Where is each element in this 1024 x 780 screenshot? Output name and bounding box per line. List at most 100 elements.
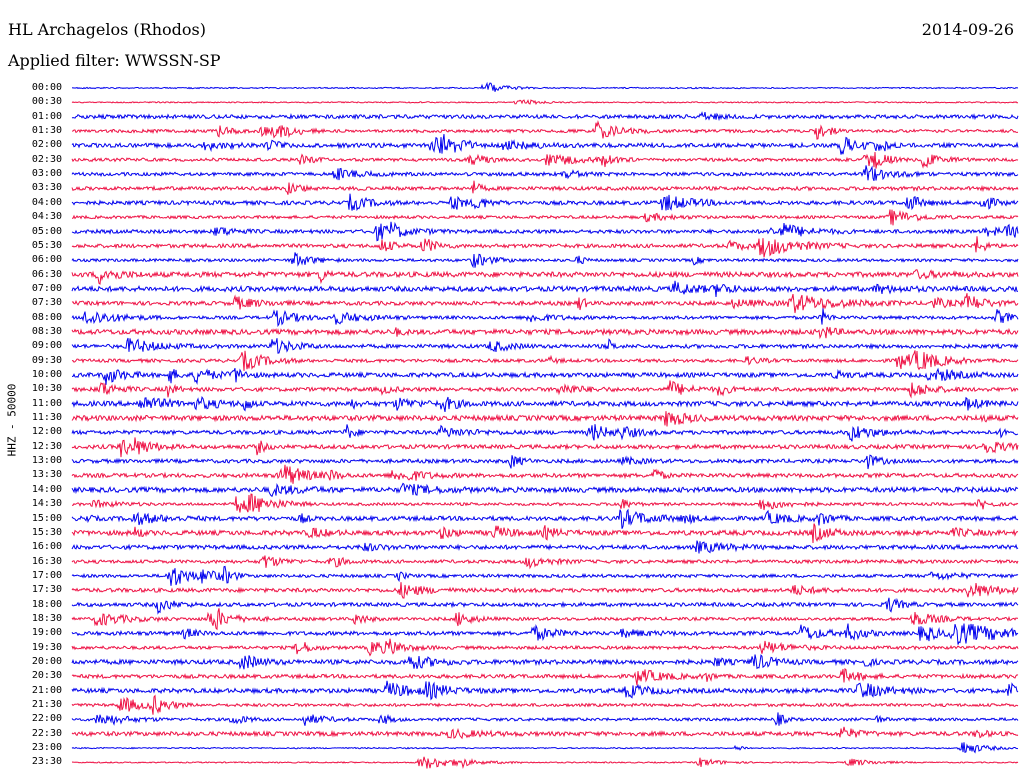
trace-row xyxy=(71,608,1018,631)
time-axis-labels: 00:00 00:30 01:00 01:30 02:00 02:30 03:00 03:30… xyxy=(0,0,70,780)
trace-row xyxy=(71,111,1019,122)
trace-row xyxy=(71,756,1019,770)
trace-row xyxy=(71,540,1019,554)
trace-row xyxy=(71,151,1019,169)
trace-row xyxy=(71,482,1019,498)
time-label: 11:30 xyxy=(31,412,62,424)
time-label: 17:30 xyxy=(31,584,62,596)
record-date: 2014-09-26 xyxy=(921,20,1014,39)
trace-row xyxy=(71,523,1019,544)
trace-row xyxy=(71,380,1019,399)
time-label: 10:30 xyxy=(31,383,62,395)
time-label: 21:30 xyxy=(31,699,62,711)
time-label: 19:00 xyxy=(31,627,62,639)
trace-row xyxy=(71,280,1019,297)
time-label: 17:00 xyxy=(31,569,62,581)
time-label: 14:00 xyxy=(31,483,62,495)
trace-row xyxy=(71,193,1019,212)
time-label: 11:00 xyxy=(31,397,62,409)
trace-row xyxy=(71,221,1019,242)
trace-row xyxy=(71,395,1019,413)
time-label: 12:30 xyxy=(31,440,62,452)
filter-value: WWSSN-SP xyxy=(124,51,221,70)
trace-row xyxy=(71,454,1019,470)
time-label: 05:30 xyxy=(31,239,62,251)
trace-row xyxy=(72,209,1019,226)
time-label: 06:30 xyxy=(31,268,62,280)
trace-row xyxy=(71,269,1019,285)
trace-row xyxy=(71,508,1019,529)
time-label: 10:00 xyxy=(31,369,62,380)
time-label: 07:30 xyxy=(31,297,62,309)
trace-row xyxy=(71,293,1019,314)
trace-row xyxy=(71,119,1019,140)
time-label: 04:30 xyxy=(31,211,62,223)
time-label: 01:30 xyxy=(31,125,62,137)
time-label: 08:00 xyxy=(31,311,62,323)
time-label: 09:30 xyxy=(31,354,62,366)
time-label: 08:30 xyxy=(31,325,62,337)
trace-row xyxy=(71,99,1019,106)
time-label: 13:30 xyxy=(31,469,62,481)
time-label: 23:30 xyxy=(31,756,62,768)
time-label: 16:30 xyxy=(31,555,62,567)
time-label: 22:30 xyxy=(31,727,62,739)
trace-row xyxy=(71,582,1019,599)
time-label: 15:00 xyxy=(31,512,62,524)
time-label: 14:30 xyxy=(31,498,62,510)
trace-row xyxy=(71,654,1019,670)
time-label: 18:00 xyxy=(31,598,62,610)
trace-row xyxy=(71,597,1019,615)
time-label: 15:30 xyxy=(31,526,62,538)
trace-row xyxy=(71,350,1019,371)
trace-row xyxy=(71,367,1019,385)
time-label: 22:00 xyxy=(31,713,62,725)
time-label: 07:00 xyxy=(31,282,62,294)
time-label: 03:30 xyxy=(31,182,62,194)
time-label: 21:00 xyxy=(31,684,62,696)
trace-row xyxy=(71,623,1019,645)
trace-row xyxy=(71,712,1019,726)
time-label: 09:00 xyxy=(31,340,62,352)
time-label: 02:30 xyxy=(31,153,62,165)
time-label: 18:30 xyxy=(31,612,62,624)
time-label: 05:00 xyxy=(31,225,62,237)
trace-row xyxy=(71,694,1019,715)
trace-row xyxy=(71,180,1019,195)
trace-row xyxy=(71,165,1019,181)
time-label: 00:30 xyxy=(31,96,62,108)
time-label: 13:00 xyxy=(31,455,62,467)
trace-row xyxy=(71,680,1019,701)
trace-row xyxy=(71,742,1019,754)
trace-row xyxy=(71,638,1019,657)
time-label: 20:30 xyxy=(31,670,62,682)
trace-row xyxy=(71,437,1019,458)
trace-row xyxy=(71,81,1019,92)
trace-row xyxy=(71,424,1019,442)
time-label: 12:00 xyxy=(31,426,62,438)
filter-label: Applied filter: xyxy=(8,51,120,70)
time-label: 02:00 xyxy=(31,139,62,151)
trace-row xyxy=(71,726,1019,740)
time-label: 01:00 xyxy=(31,110,62,122)
trace-row xyxy=(71,134,1019,155)
trace-row xyxy=(71,565,1019,586)
trace-row xyxy=(71,411,1019,427)
trace-row xyxy=(71,493,1019,513)
trace-row xyxy=(71,555,1019,570)
time-label: 19:30 xyxy=(31,641,62,653)
time-label: 23:00 xyxy=(31,742,62,754)
trace-row xyxy=(71,252,1019,269)
time-label: 00:00 xyxy=(31,82,62,93)
trace-row xyxy=(71,337,1019,354)
trace-row xyxy=(71,464,1019,484)
time-label: 16:00 xyxy=(31,541,62,553)
time-label: 04:00 xyxy=(31,196,62,208)
station-title: HL Archagelos (Rhodos) xyxy=(8,20,206,39)
time-label: 20:00 xyxy=(31,656,62,667)
trace-row xyxy=(71,236,1019,258)
trace-row xyxy=(71,667,1019,686)
trace-row xyxy=(71,326,1019,340)
time-label: 03:00 xyxy=(31,168,62,180)
